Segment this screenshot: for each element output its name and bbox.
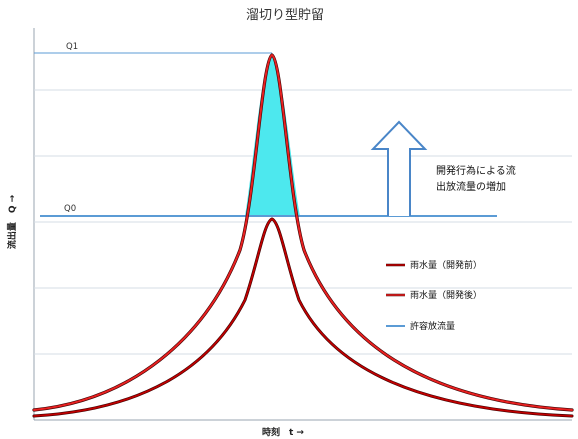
- pre-development-curve: [33, 218, 573, 417]
- x-axis-label: 時刻 t →: [262, 426, 304, 438]
- legend: 雨水量（開発前） 雨水量（開発後） 許容放流量: [386, 259, 482, 332]
- post-development-curve: [33, 53, 573, 411]
- legend-label-post: 雨水量（開発後）: [410, 289, 482, 301]
- post-development-curve-shadow: [32, 53, 574, 412]
- legend-label-allowable: 許容放流量: [410, 320, 455, 332]
- q1-label: Q1: [66, 42, 78, 52]
- storage-volume-fill: [245, 55, 300, 216]
- q0-label: Q0: [64, 204, 76, 214]
- y-axis-label: 流出量 Q →: [6, 194, 18, 249]
- annotation-line-1: 開発行為による流: [436, 164, 516, 177]
- increase-arrow-icon: [370, 120, 428, 216]
- gridlines: [34, 89, 572, 355]
- diagram-title: 溜切り型貯留: [246, 8, 324, 23]
- annotation-line-2: 出放流量の増加: [436, 180, 506, 193]
- legend-label-pre: 雨水量（開発前）: [410, 259, 482, 271]
